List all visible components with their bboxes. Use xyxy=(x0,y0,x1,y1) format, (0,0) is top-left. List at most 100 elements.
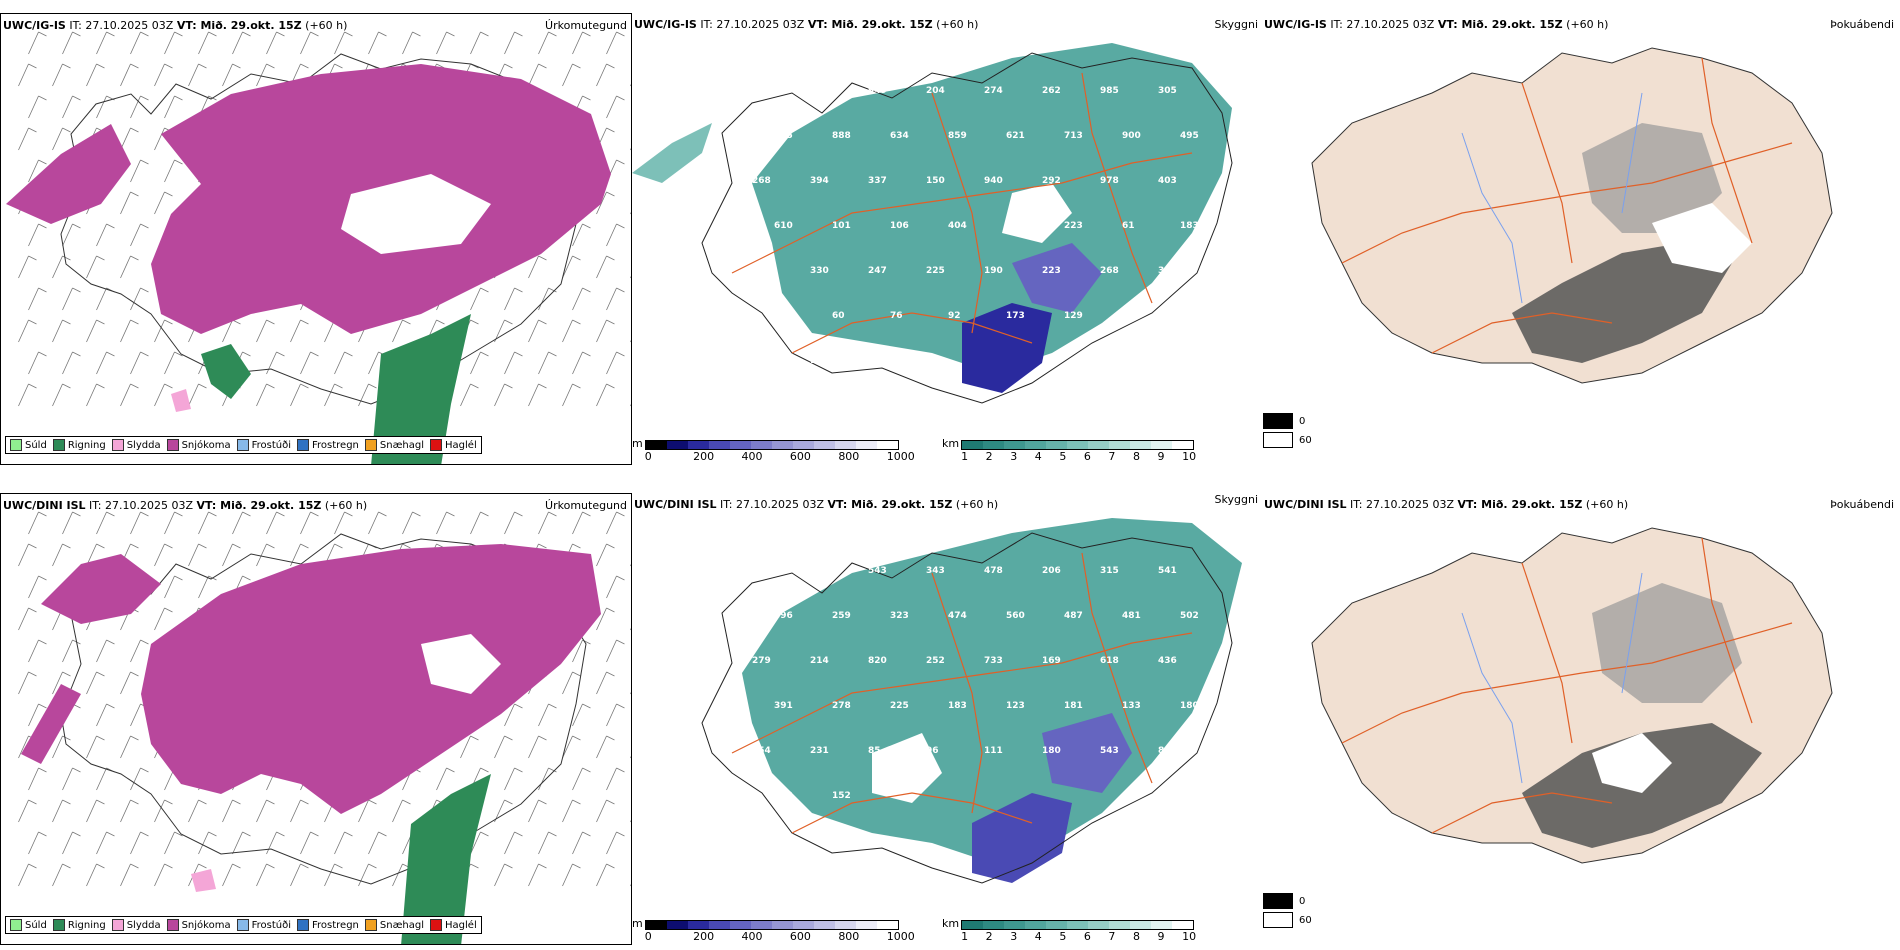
cloudbase-colorbar: m 0 200 400 600 800 1000 xyxy=(632,917,915,943)
wind-barb xyxy=(266,351,285,375)
wind-barb xyxy=(606,31,625,55)
colorbar-cell xyxy=(813,441,835,449)
colorbar-cell xyxy=(708,441,730,449)
road-network xyxy=(731,552,1193,834)
colorbar-cell xyxy=(771,441,793,449)
wind-barb xyxy=(494,863,513,887)
wind-barb xyxy=(572,31,591,55)
colorbar-tick-label: 1 xyxy=(961,930,969,943)
wind-barb xyxy=(324,383,343,407)
colorbar-cell xyxy=(1046,921,1068,929)
cloud-base-label: 543 xyxy=(1100,746,1119,756)
fog-legend-label: 0 xyxy=(1299,895,1306,907)
cloud-base-label: 403 xyxy=(1158,176,1177,186)
colorbar-cell xyxy=(1172,441,1194,449)
legend-label: Snæhagl xyxy=(379,439,425,451)
cloud-base-label: 543 xyxy=(868,566,887,576)
valid-time: VT: Mið. 29.okt. 15Z xyxy=(176,19,302,32)
legend-label: Frostúði xyxy=(251,439,291,451)
colorbar-tick-label: 2 xyxy=(985,450,993,463)
sleet-area xyxy=(191,869,216,892)
cloud-base-label: 89 xyxy=(1158,746,1171,756)
cloud-base-label: 150 xyxy=(926,176,945,186)
wind-barb xyxy=(62,287,81,311)
precip-legend: Súld Rigning Slydda Snjókoma Frostúði Frostre… xyxy=(5,916,482,934)
wind-barb xyxy=(460,735,479,759)
wind-barb xyxy=(300,511,319,535)
wind-barb xyxy=(28,95,47,119)
wind-barb xyxy=(606,223,625,247)
colorbar-tick-label: 400 xyxy=(741,930,763,943)
cloud-base-label: 183 xyxy=(1180,221,1199,231)
wind-barb xyxy=(130,95,149,119)
precip-legend-item: Snæhagl xyxy=(364,919,425,931)
fog-index-map xyxy=(1311,527,1833,864)
low-cloud-area xyxy=(972,793,1072,883)
wind-barb xyxy=(606,767,625,791)
wind-barb xyxy=(198,511,217,535)
cloud-base-label: 312 xyxy=(774,791,793,801)
wind-barb xyxy=(606,575,625,599)
fog-dense xyxy=(1512,243,1732,363)
panel-type-label: Þokuábendi xyxy=(1830,18,1894,31)
precip-legend-item: Snæhagl xyxy=(364,439,425,451)
cloudbase-colorbar: m 0 200 400 600 800 1000 xyxy=(632,437,915,463)
legend-swatch xyxy=(236,919,249,931)
legend-swatch xyxy=(236,439,249,451)
cloud-base-label: 474 xyxy=(948,611,967,621)
legend-label: Frostregn xyxy=(312,919,359,931)
fog-legend: 0 60 xyxy=(1263,893,1312,931)
wind-barb xyxy=(52,127,71,151)
wind-barb xyxy=(528,255,547,279)
colorbar-cell xyxy=(645,441,667,449)
colorbar-cell xyxy=(1109,441,1131,449)
visibility-bar-unit: km xyxy=(942,437,960,450)
legend-swatch xyxy=(297,919,309,931)
wind-barb xyxy=(402,511,421,535)
wind-barb xyxy=(528,799,547,823)
wind-barb xyxy=(154,799,173,823)
colorbar-cell xyxy=(1004,441,1026,449)
wind-barb xyxy=(164,575,183,599)
wind-barb xyxy=(164,831,183,855)
wind-barb xyxy=(62,767,81,791)
colorbar-tick-label: 1000 xyxy=(886,450,915,463)
wind-barb xyxy=(266,831,285,855)
wind-barb xyxy=(52,799,71,823)
wind-barb xyxy=(606,511,625,535)
colorbar-tick-label: 5 xyxy=(1059,930,1067,943)
cloud-base-label: 278 xyxy=(832,701,851,711)
wind-barb xyxy=(62,95,81,119)
legend-label: Snæhagl xyxy=(379,919,425,931)
cloud-base-label: 343 xyxy=(926,566,945,576)
cloudbase-bar-cells xyxy=(644,440,899,450)
legend-label: Frostúði xyxy=(251,919,291,931)
legend-label: Súld xyxy=(25,439,47,451)
cloud-base-label: 312 xyxy=(752,266,771,276)
colorbar-tick-label: 1000 xyxy=(886,930,915,943)
cloud-base-label: 949 xyxy=(868,86,887,96)
cloud-base-label: 247 xyxy=(868,266,887,276)
colorbar-cell xyxy=(834,441,856,449)
cloud-base-label: 478 xyxy=(984,566,1003,576)
wind-barb xyxy=(130,511,149,535)
wind-barb xyxy=(120,63,139,87)
wind-barb xyxy=(154,383,173,407)
wind-barb xyxy=(334,31,353,55)
wind-barb xyxy=(528,735,547,759)
colorbar-cell xyxy=(1109,921,1131,929)
valid-time: VT: Mið. 29.okt. 15Z xyxy=(196,499,322,512)
wind-barb xyxy=(18,799,37,823)
wind-barb xyxy=(164,351,183,375)
wind-barb xyxy=(538,351,557,375)
cloud-base-label: 180 xyxy=(1042,746,1061,756)
snow-area xyxy=(141,544,601,814)
cloud-base-label: 154 xyxy=(752,746,771,756)
cloudbase-bar-scale: 0 200 400 600 800 1000 xyxy=(644,920,915,943)
legend-swatch xyxy=(430,439,443,451)
cloud-base-label: 231 xyxy=(810,746,829,756)
wind-barb xyxy=(606,95,625,119)
cloud-base-label: 125 xyxy=(868,356,887,366)
cloud-base-label: 252 xyxy=(926,656,945,666)
wind-barb xyxy=(120,863,139,887)
